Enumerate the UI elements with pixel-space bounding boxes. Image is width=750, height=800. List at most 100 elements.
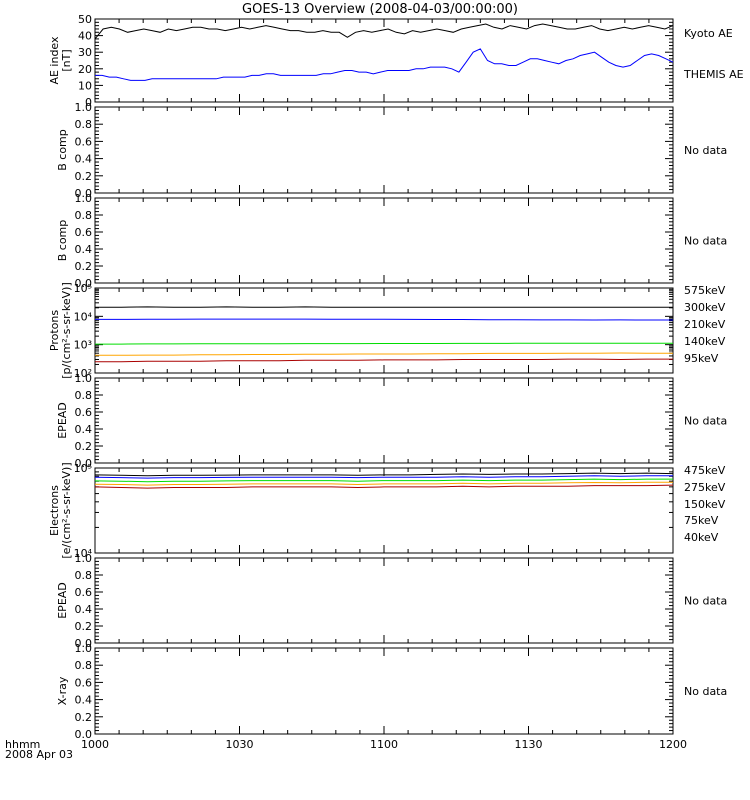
y-tick-label: 0.4 [75,423,93,436]
x-tick-label: 1130 [515,738,543,751]
panel-8: 0.0 0.2 0.4 0.6 0.8 1.0 X-ray No data [56,642,727,741]
panel-frame [94,377,674,464]
y-tick-label: 0.4 [75,694,93,707]
legend-label: 210keV [684,318,726,331]
legend-label: 575keV [684,284,726,297]
series-line-75kev [94,475,673,479]
legend-label: 95keV [684,352,719,365]
x-tick-label: 1200 [659,738,687,751]
panel-frame [94,106,674,194]
panel-2: 0.0 0.2 0.4 0.6 0.8 1.0 B comp No data [56,101,727,200]
legend-label: THEMIS AE [683,68,744,81]
series-line-475kev [94,484,674,489]
y-tick-label: 30 [78,46,92,59]
y-tick-label: 0.2 [75,170,93,183]
y-tick-label: 1.0 [75,101,93,114]
no-data-label: No data [684,235,727,248]
panel-7: 0.0 0.2 0.4 0.6 0.8 1.0 EPEAD No data [56,552,727,650]
y-tick-label: 0.2 [75,440,93,453]
y-tick-label: 10⁵ [74,462,92,475]
y-tick-label: 10³ [74,339,92,352]
panel-6: 10⁴ 10⁵ Electrons [e/(cm²-s-sr-keV)] 475keV 2… [48,462,726,560]
y-tick-label: 0.0 [75,277,93,290]
legend-label: 140keV [684,335,726,348]
y-tick-label: 0.6 [75,586,93,599]
legend-label: 475keV [684,464,726,477]
y-axis-label: [e/(cm²-s-sr-keV)] [60,462,73,558]
panel-frame [94,647,674,735]
y-axis-label: Protons [48,310,61,351]
x-tick-label: 1100 [370,738,398,751]
series-line-575kev [95,358,673,363]
series-line-300kev [95,352,673,356]
series-line-40kev [94,472,674,477]
y-tick-label: 0.8 [75,389,93,402]
legend-label: 150keV [684,498,726,511]
series-line-275kev [94,481,673,486]
time-axis: 1000 1030 1100 1130 1200 [81,738,687,751]
series-line-150kev [94,478,673,483]
y-tick-label: 0.0 [75,457,93,470]
panel-frame [94,197,674,284]
y-tick-label: 0.6 [75,676,93,689]
y-axis-label: X-ray [56,676,69,705]
y-tick-label: 0.8 [75,209,93,222]
panel-1: 0 10 20 30 40 50 AE index [nT] Kyoto AE THEMIS AE [48,13,744,109]
panel-4: 10² 10³ 10⁴ 10⁵ Protons [p/(cm²-s-sr-keV)] 575… [48,282,726,380]
y-tick-label: 0.2 [75,711,93,724]
y-tick-label: 10² [74,367,92,380]
y-tick-label: 1.0 [75,552,93,565]
panel-frame [94,557,674,644]
y-tick-label: 0.4 [75,603,93,616]
y-tick-label: 10⁴ [74,547,93,560]
y-tick-label: 1.0 [75,642,93,655]
time-format-label: hhmm [5,738,40,751]
y-tick-label: 0.6 [75,135,93,148]
x-tick-label: 1000 [81,738,109,751]
series-line-themis-ae [95,48,674,81]
series-line-140kev [95,318,673,321]
panel-frame [94,18,674,103]
y-axis-label: B comp [56,129,69,171]
date-label: 2008 Apr 03 [5,748,73,761]
series-line-210kev [95,342,674,345]
y-tick-label: 10⁴ [74,310,93,323]
no-data-label: No data [684,595,727,608]
no-data-label: No data [684,415,727,428]
y-axis-label: [p/(cm²-s-sr-keV)] [60,282,73,379]
legend-label: 75keV [684,514,719,527]
legend-label: 275keV [684,481,726,494]
panel-5: 0.0 0.2 0.4 0.6 0.8 1.0 EPEAD No data [56,372,727,470]
y-axis-label: [nT] [60,49,73,71]
panel-stack: 0 10 20 30 40 50 AE index [nT] Kyoto AE THEMIS AE… [48,13,744,741]
y-tick-label: 10 [78,79,92,92]
panel-3: 0.0 0.2 0.4 0.6 0.8 1.0 B comp No data [56,192,727,290]
no-data-label: No data [684,685,727,698]
y-tick-label: 0.0 [75,728,93,741]
no-data-label: No data [684,144,727,157]
y-axis-label: B comp [56,220,69,262]
y-tick-label: 0.2 [75,260,93,273]
series-line-kyoto-ae [94,23,674,40]
y-tick-label: 1.0 [75,192,93,205]
y-tick-label: 0.4 [75,153,93,166]
y-tick-label: 10⁵ [74,282,92,295]
y-tick-label: 0.6 [75,226,93,239]
legend-label: 300keV [684,301,726,314]
y-tick-label: 0.0 [75,637,93,650]
legend-label: Kyoto AE [684,27,733,40]
figure-title: GOES-13 Overview (2008-04-03/00:00:00) [242,2,518,17]
legend-label: 40keV [684,531,719,544]
y-tick-label: 0.6 [75,406,93,419]
y-axis-label: Electrons [48,485,61,536]
y-axis-label: AE index [48,36,61,85]
y-tick-label: 0.8 [75,659,93,672]
y-tick-label: 1.0 [75,372,93,385]
y-tick-label: 0 [85,96,92,109]
y-tick-label: 20 [78,63,92,76]
x-tick-label: 1030 [226,738,254,751]
y-tick-label: 40 [78,30,92,43]
y-axis-label: EPEAD [56,402,69,439]
y-tick-label: 0.4 [75,243,93,256]
y-axis-label: EPEAD [56,582,69,619]
